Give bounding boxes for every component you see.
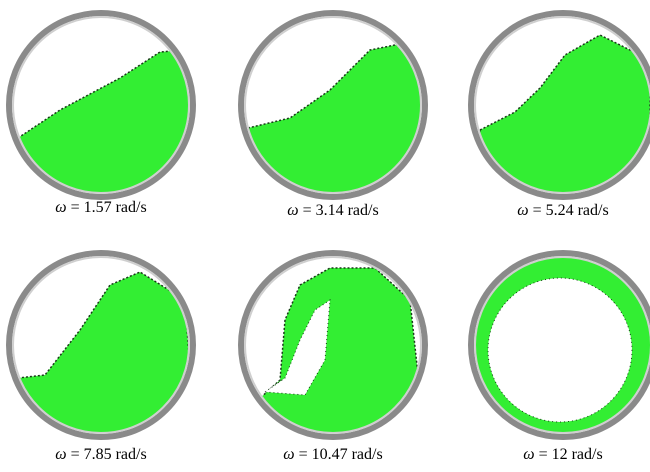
drum-wall — [238, 250, 428, 440]
drum-panel-2 — [238, 10, 428, 200]
drum-wall — [6, 250, 196, 440]
drum-wall — [6, 10, 196, 200]
caption-text: = 7.85 rad/s — [70, 446, 147, 463]
omega-symbol: ω — [283, 446, 295, 463]
drum-panel-5 — [238, 250, 428, 440]
drum-wall-inner — [12, 16, 190, 194]
caption-text: = 5.24 rad/s — [532, 202, 609, 219]
omega-symbol: ω — [287, 202, 299, 219]
drum-panel-4 — [6, 250, 196, 440]
granular-bed — [13, 271, 189, 433]
hollow-core — [487, 277, 633, 423]
omega-symbol: ω — [55, 446, 67, 463]
caption-text: = 1.57 rad/s — [70, 199, 147, 216]
drum-wall — [468, 10, 650, 200]
drum-panel-6 — [468, 250, 650, 440]
omega-symbol: ω — [523, 446, 535, 463]
caption-panel-3: ω = 5.24 rad/s — [463, 202, 650, 220]
drum-panel-3 — [468, 10, 650, 200]
caption-text: = 10.47 rad/s — [298, 446, 383, 463]
caption-panel-5: ω = 10.47 rad/s — [233, 446, 433, 464]
granular-bed — [475, 34, 650, 193]
drum-wall-inner — [474, 256, 650, 434]
caption-panel-2: ω = 3.14 rad/s — [233, 202, 433, 220]
drum-wall-inner — [244, 256, 422, 434]
drum-wall — [468, 250, 650, 440]
caption-text: = 12 rad/s — [538, 446, 603, 463]
omega-symbol: ω — [55, 199, 67, 216]
drum-wall-inner — [474, 16, 650, 194]
void-region — [263, 299, 331, 396]
caption-panel-4: ω = 7.85 rad/s — [1, 446, 201, 464]
caption-panel-6: ω = 12 rad/s — [463, 446, 650, 464]
drum-wall — [238, 10, 428, 200]
granular-bed — [13, 49, 189, 193]
granular-bed — [249, 267, 421, 433]
caption-panel-1: ω = 1.57 rad/s — [1, 199, 201, 217]
omega-symbol: ω — [517, 202, 529, 219]
drum-wall-inner — [12, 256, 190, 434]
caption-text: = 3.14 rad/s — [302, 202, 379, 219]
drum-wall-inner — [244, 16, 422, 194]
granular-bed — [245, 41, 421, 193]
drum-panel-1 — [6, 10, 196, 200]
